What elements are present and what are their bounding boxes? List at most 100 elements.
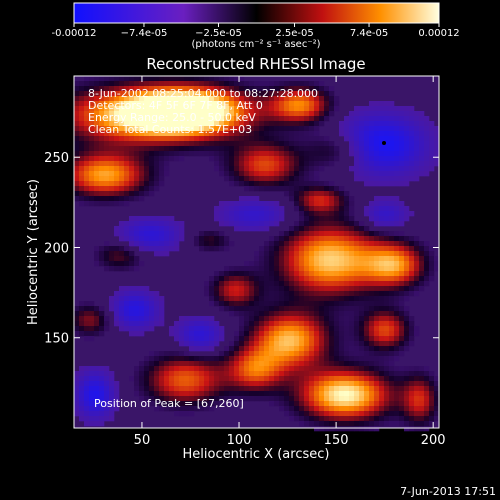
heatmap-cell bbox=[369, 136, 375, 142]
heatmap-cell bbox=[389, 221, 395, 227]
heatmap-cell bbox=[314, 401, 320, 407]
heatmap-cell bbox=[169, 401, 175, 407]
heatmap-cell bbox=[79, 141, 85, 147]
heatmap-cell bbox=[309, 271, 315, 277]
heatmap-cell bbox=[254, 181, 260, 187]
heatmap-cell bbox=[89, 186, 95, 192]
heatmap-cell bbox=[299, 381, 305, 387]
heatmap-cell bbox=[194, 371, 200, 377]
heatmap-cell bbox=[79, 126, 85, 132]
heatmap-cell bbox=[174, 126, 180, 132]
heatmap-cell bbox=[229, 306, 235, 312]
heatmap-cell bbox=[199, 406, 205, 412]
heatmap-cell bbox=[289, 81, 295, 87]
heatmap-cell bbox=[374, 316, 380, 322]
heatmap-cell bbox=[254, 161, 260, 167]
heatmap-cell bbox=[149, 386, 155, 392]
heatmap-cell bbox=[429, 391, 435, 397]
heatmap-cell bbox=[189, 116, 195, 122]
heatmap-cell bbox=[284, 281, 290, 287]
heatmap-cell bbox=[164, 156, 170, 162]
heatmap-cell bbox=[369, 171, 375, 177]
heatmap-cell bbox=[329, 221, 335, 227]
heatmap-cell bbox=[419, 401, 425, 407]
heatmap-cell bbox=[339, 396, 345, 402]
heatmap-cell bbox=[214, 356, 220, 362]
heatmap-cell bbox=[169, 106, 175, 112]
heatmap-cell bbox=[229, 206, 235, 212]
heatmap-cell bbox=[94, 251, 100, 257]
heatmap-cell bbox=[409, 266, 415, 272]
heatmap-cell bbox=[374, 146, 380, 152]
heatmap-cell bbox=[159, 356, 165, 362]
heatmap-cell bbox=[124, 141, 130, 147]
heatmap-cell bbox=[394, 261, 400, 267]
heatmap-cell bbox=[194, 146, 200, 152]
heatmap-cell bbox=[384, 236, 390, 242]
heatmap-cell bbox=[164, 166, 170, 172]
heatmap-cell bbox=[169, 351, 175, 357]
heatmap-cell bbox=[194, 381, 200, 387]
heatmap-cell bbox=[299, 406, 305, 412]
heatmap-cell bbox=[314, 171, 320, 177]
heatmap-cell bbox=[134, 196, 140, 202]
heatmap-cell bbox=[299, 261, 305, 267]
heatmap-cell bbox=[104, 376, 110, 382]
heatmap-cell bbox=[84, 161, 90, 167]
heatmap-cell bbox=[79, 201, 85, 207]
heatmap-cell bbox=[144, 231, 150, 237]
heatmap-cell bbox=[319, 226, 325, 232]
heatmap-cell bbox=[239, 336, 245, 342]
heatmap-cell bbox=[344, 321, 350, 327]
heatmap-cell bbox=[369, 326, 375, 332]
heatmap-cell bbox=[394, 321, 400, 327]
heatmap-cell bbox=[79, 186, 85, 192]
heatmap-cell bbox=[364, 271, 370, 277]
heatmap-cell bbox=[224, 221, 230, 227]
heatmap-cell bbox=[379, 131, 385, 137]
heatmap-cell bbox=[324, 196, 330, 202]
heatmap-cell bbox=[79, 151, 85, 157]
heatmap-cell bbox=[279, 181, 285, 187]
heatmap-cell bbox=[319, 211, 325, 217]
heatmap-cell bbox=[144, 111, 150, 117]
heatmap-cell bbox=[199, 316, 205, 322]
heatmap-cell bbox=[94, 306, 100, 312]
heatmap-cell bbox=[259, 181, 265, 187]
heatmap-cell bbox=[359, 336, 365, 342]
heatmap-cell bbox=[319, 101, 325, 107]
heatmap-cell bbox=[124, 116, 130, 122]
heatmap-cell bbox=[374, 426, 380, 432]
heatmap-cell bbox=[219, 166, 225, 172]
heatmap-cell bbox=[124, 231, 130, 237]
heatmap-cell bbox=[94, 121, 100, 127]
heatmap-cell bbox=[214, 341, 220, 347]
heatmap-cell bbox=[179, 321, 185, 327]
heatmap-cell bbox=[139, 171, 145, 177]
heatmap-cell bbox=[304, 401, 310, 407]
heatmap-cell bbox=[204, 116, 210, 122]
heatmap-cell bbox=[294, 401, 300, 407]
heatmap-cell bbox=[134, 216, 140, 222]
heatmap-cell bbox=[364, 206, 370, 212]
heatmap-cell bbox=[359, 351, 365, 357]
heatmap-cell bbox=[384, 201, 390, 207]
heatmap-cell bbox=[274, 251, 280, 257]
heatmap-cell bbox=[214, 166, 220, 172]
heatmap-cell bbox=[304, 91, 310, 97]
heatmap-cell bbox=[149, 96, 155, 102]
heatmap-cell bbox=[279, 366, 285, 372]
heatmap-cell bbox=[164, 121, 170, 127]
heatmap-cell bbox=[369, 391, 375, 397]
heatmap-cell bbox=[239, 151, 245, 157]
heatmap-cell bbox=[289, 336, 295, 342]
heatmap-cell bbox=[224, 396, 230, 402]
heatmap-cell bbox=[229, 386, 235, 392]
heatmap-cell bbox=[279, 266, 285, 272]
heatmap-cell bbox=[354, 316, 360, 322]
heatmap-cell bbox=[249, 326, 255, 332]
heatmap-cell bbox=[289, 86, 295, 92]
heatmap-cell bbox=[279, 206, 285, 212]
heatmap-cell bbox=[359, 221, 365, 227]
heatmap-cell bbox=[184, 326, 190, 332]
